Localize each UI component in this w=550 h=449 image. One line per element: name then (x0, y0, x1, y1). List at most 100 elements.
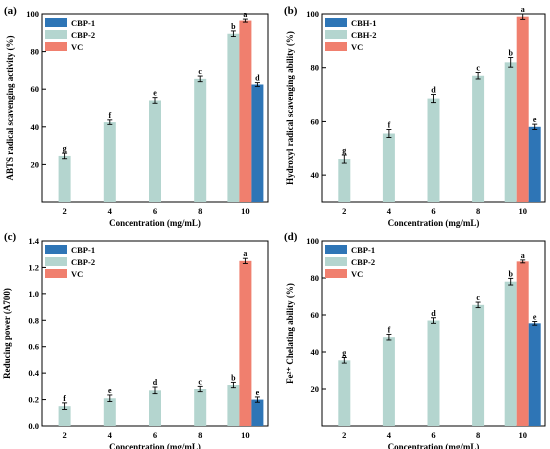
significance-label: f (388, 120, 391, 129)
legend-swatch (325, 42, 347, 51)
significance-label: b (231, 373, 236, 382)
significance-label: c (198, 67, 202, 76)
x-tick-label: 4 (387, 206, 392, 216)
bar (528, 126, 541, 202)
significance-label: e (256, 388, 260, 397)
bar (427, 98, 440, 202)
y-tick-label: 60 (311, 116, 320, 126)
panel-label: (a) (4, 5, 17, 17)
significance-label: e (108, 386, 112, 395)
legend-label: CBP-2 (71, 257, 95, 267)
y-tick-label: 60 (31, 84, 40, 94)
y-tick-label: 0.2 (28, 395, 39, 405)
significance-label: f (108, 111, 111, 120)
legend-label: VC (71, 42, 83, 52)
legend-label: CBP-1 (71, 245, 95, 255)
legend-label: CBP-2 (71, 30, 95, 40)
significance-label: e (533, 312, 537, 321)
significance-label: c (476, 64, 480, 73)
bar (239, 20, 252, 202)
x-tick-label: 8 (476, 206, 480, 216)
bar (516, 16, 529, 202)
significance-label: f (63, 394, 66, 403)
y-tick-label: 80 (311, 273, 320, 283)
significance-label: d (431, 309, 436, 318)
bar (194, 389, 207, 426)
legend-swatch (325, 257, 347, 266)
x-tick-label: 10 (518, 206, 527, 216)
legend-label: CBP-1 (351, 245, 375, 255)
bar (338, 360, 351, 426)
y-tick-label: 80 (311, 63, 320, 73)
legend-label: CBH-1 (351, 18, 377, 28)
legend-label: VC (351, 42, 363, 52)
bar (58, 406, 71, 426)
significance-label: g (63, 144, 67, 153)
x-tick-label: 2 (342, 430, 346, 440)
bar (382, 133, 395, 202)
y-tick-label: 0.6 (28, 342, 39, 352)
panel-label: (d) (284, 231, 298, 243)
x-tick-label: 8 (476, 430, 480, 440)
y-tick-label: 80 (31, 47, 40, 57)
chart-panel: (a) 20 40 60 80 100 2 4 6 8 10 Concentration (mg/mL… (4, 5, 269, 228)
x-tick-label: 6 (153, 430, 157, 440)
x-tick-label: 8 (198, 430, 202, 440)
significance-label: a (521, 5, 525, 14)
bar (472, 304, 485, 426)
legend-swatch (325, 269, 347, 278)
y-tick-label: 20 (31, 159, 40, 169)
significance-label: b (231, 22, 236, 31)
bar (58, 155, 71, 202)
bar (251, 84, 264, 202)
legend-swatch (45, 245, 67, 254)
legend-swatch (325, 245, 347, 254)
x-tick-label: 6 (431, 430, 435, 440)
x-tick-label: 10 (241, 206, 250, 216)
x-tick-label: 10 (518, 430, 527, 440)
panel-label: (b) (284, 5, 298, 17)
y-axis-title: ABTS radical scavenging activity (%) (5, 36, 15, 181)
y-tick-label: 1.4 (28, 236, 39, 246)
x-axis-title: Concentration (mg/mL) (388, 218, 480, 228)
significance-label: a (243, 10, 247, 19)
x-tick-label: 6 (431, 206, 435, 216)
significance-label: c (476, 293, 480, 302)
y-tick-label: 0.8 (28, 315, 39, 325)
y-tick-label: 1.2 (28, 262, 39, 272)
significance-label: a (521, 251, 525, 260)
bar (528, 323, 541, 426)
y-axis-title: Fe²⁺ Chelating ability (%) (285, 283, 295, 384)
x-tick-label: 2 (62, 206, 66, 216)
y-tick-label: 1.0 (28, 289, 39, 299)
y-tick-label: 60 (311, 310, 320, 320)
x-axis-title: Concentration (mg/mL) (109, 442, 201, 449)
significance-label: a (243, 249, 247, 258)
bar (194, 78, 207, 202)
significance-label: c (198, 377, 202, 386)
significance-label: e (153, 89, 157, 98)
legend-swatch (325, 18, 347, 27)
x-tick-label: 10 (241, 430, 250, 440)
significance-label: d (255, 74, 260, 83)
significance-label: d (153, 378, 158, 387)
legend-swatch (45, 30, 67, 39)
y-tick-label: 40 (311, 170, 320, 180)
y-axis-title: Reducing power (A700) (2, 288, 12, 379)
y-tick-label: 40 (31, 122, 40, 132)
bar (103, 122, 116, 202)
bar (239, 260, 252, 426)
legend-label: VC (351, 269, 363, 279)
y-tick-label: 100 (306, 9, 319, 19)
x-tick-label: 4 (387, 430, 392, 440)
x-tick-label: 2 (62, 430, 66, 440)
y-tick-label: 20 (311, 384, 320, 394)
significance-label: f (388, 325, 391, 334)
x-tick-label: 4 (108, 206, 113, 216)
bar (504, 62, 517, 202)
legend-label: CBP-1 (71, 18, 95, 28)
bar (251, 399, 264, 426)
x-tick-label: 6 (153, 206, 157, 216)
x-tick-label: 2 (342, 206, 346, 216)
